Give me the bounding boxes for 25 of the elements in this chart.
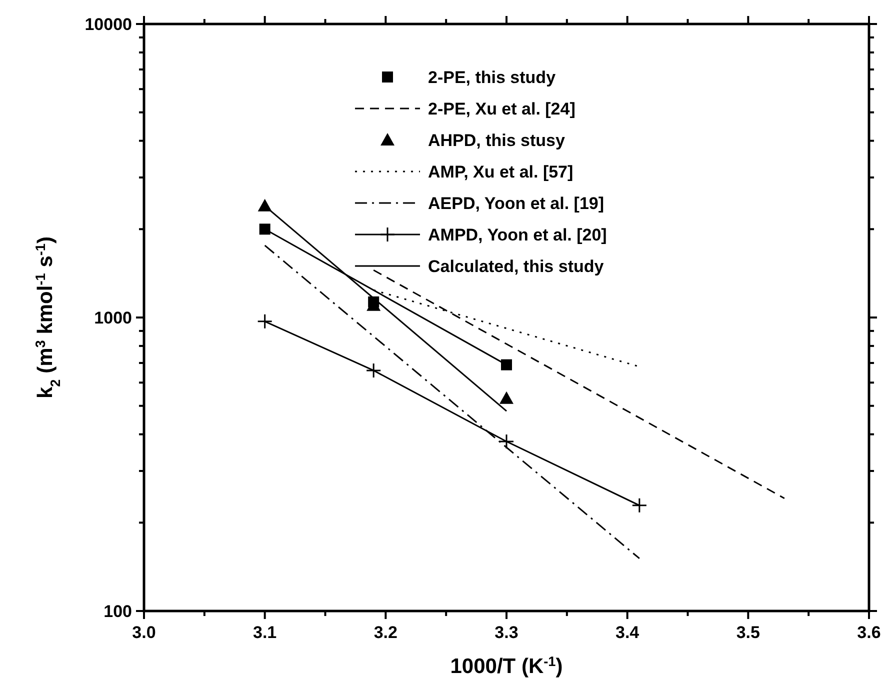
point	[498, 434, 514, 450]
point	[257, 314, 273, 330]
legend-label: 2-PE, this study	[428, 68, 556, 87]
legend-label: AMP, Xu et al. [57]	[428, 162, 574, 182]
x-tick-label: 3.4	[616, 623, 640, 642]
point	[501, 359, 512, 370]
legend-label: 2-PE, Xu et al. [24]	[428, 100, 576, 118]
y-tick-label: 1000	[94, 308, 132, 328]
point	[259, 224, 270, 235]
x-tick-label: 3.3	[494, 623, 518, 642]
legend-label: AHPD, this stusy	[428, 131, 566, 150]
x-tick-label: 3.6	[857, 623, 881, 642]
x-tick-label: 3.1	[253, 623, 277, 642]
x-axis-title: 1000/T (K$^{-1}$)	[450, 654, 563, 678]
point	[366, 362, 382, 378]
x-tick-label: 3.5	[736, 623, 760, 642]
x-tick-label: 3.0	[132, 623, 156, 642]
x-tick-label: 3.2	[374, 623, 398, 642]
y-tick-label: 10000	[84, 15, 132, 34]
legend-label: AEPD, Yoon et al. [19]	[428, 194, 604, 213]
y-tick-label: 100	[104, 602, 132, 621]
point	[632, 498, 648, 514]
legend-label: Calculated, this study	[428, 257, 604, 276]
point	[500, 391, 514, 404]
legend-label: AMPD, Yoon et al. [20]	[428, 226, 607, 244]
